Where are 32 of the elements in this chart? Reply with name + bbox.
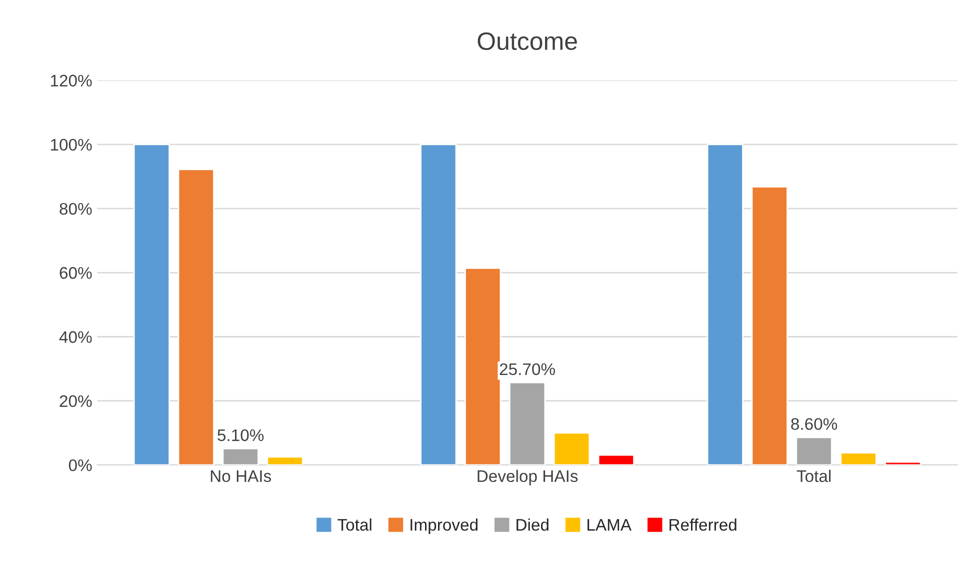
legend-label: Died bbox=[516, 518, 548, 531]
data-label: 5.10% bbox=[218, 429, 264, 442]
y-tick-label: 80% bbox=[60, 202, 92, 215]
bar bbox=[598, 454, 635, 465]
data-label: 25.70% bbox=[500, 363, 555, 376]
y-tick-label: 120% bbox=[50, 74, 92, 87]
bar bbox=[553, 432, 590, 465]
bar bbox=[133, 144, 170, 465]
bar bbox=[796, 436, 832, 465]
legend-label: Total bbox=[338, 518, 372, 531]
legend-label: LAMA bbox=[588, 519, 632, 531]
bar bbox=[884, 461, 922, 465]
bar bbox=[266, 456, 304, 465]
y-tick-label: 60% bbox=[60, 267, 92, 279]
x-tick-label: Develop HAIs bbox=[478, 470, 578, 486]
y-tick-label: 0% bbox=[68, 459, 92, 472]
bar bbox=[222, 448, 259, 465]
bar bbox=[706, 144, 744, 465]
x-tick-label: Total bbox=[796, 470, 831, 482]
bar bbox=[508, 382, 546, 465]
legend-label: Refferred bbox=[670, 518, 736, 531]
x-tick-label: No HAIs bbox=[210, 470, 271, 482]
y-tick-label: 100% bbox=[50, 138, 92, 151]
data-label: 8.60% bbox=[791, 418, 838, 430]
bar bbox=[178, 168, 214, 465]
bar bbox=[751, 186, 788, 465]
bar bbox=[420, 144, 457, 465]
y-tick-label: 20% bbox=[60, 395, 92, 408]
chart-title: Outcome bbox=[478, 32, 577, 50]
y-tick-label: 40% bbox=[59, 331, 92, 343]
legend-label: Improved bbox=[410, 518, 478, 534]
bar bbox=[840, 452, 877, 465]
